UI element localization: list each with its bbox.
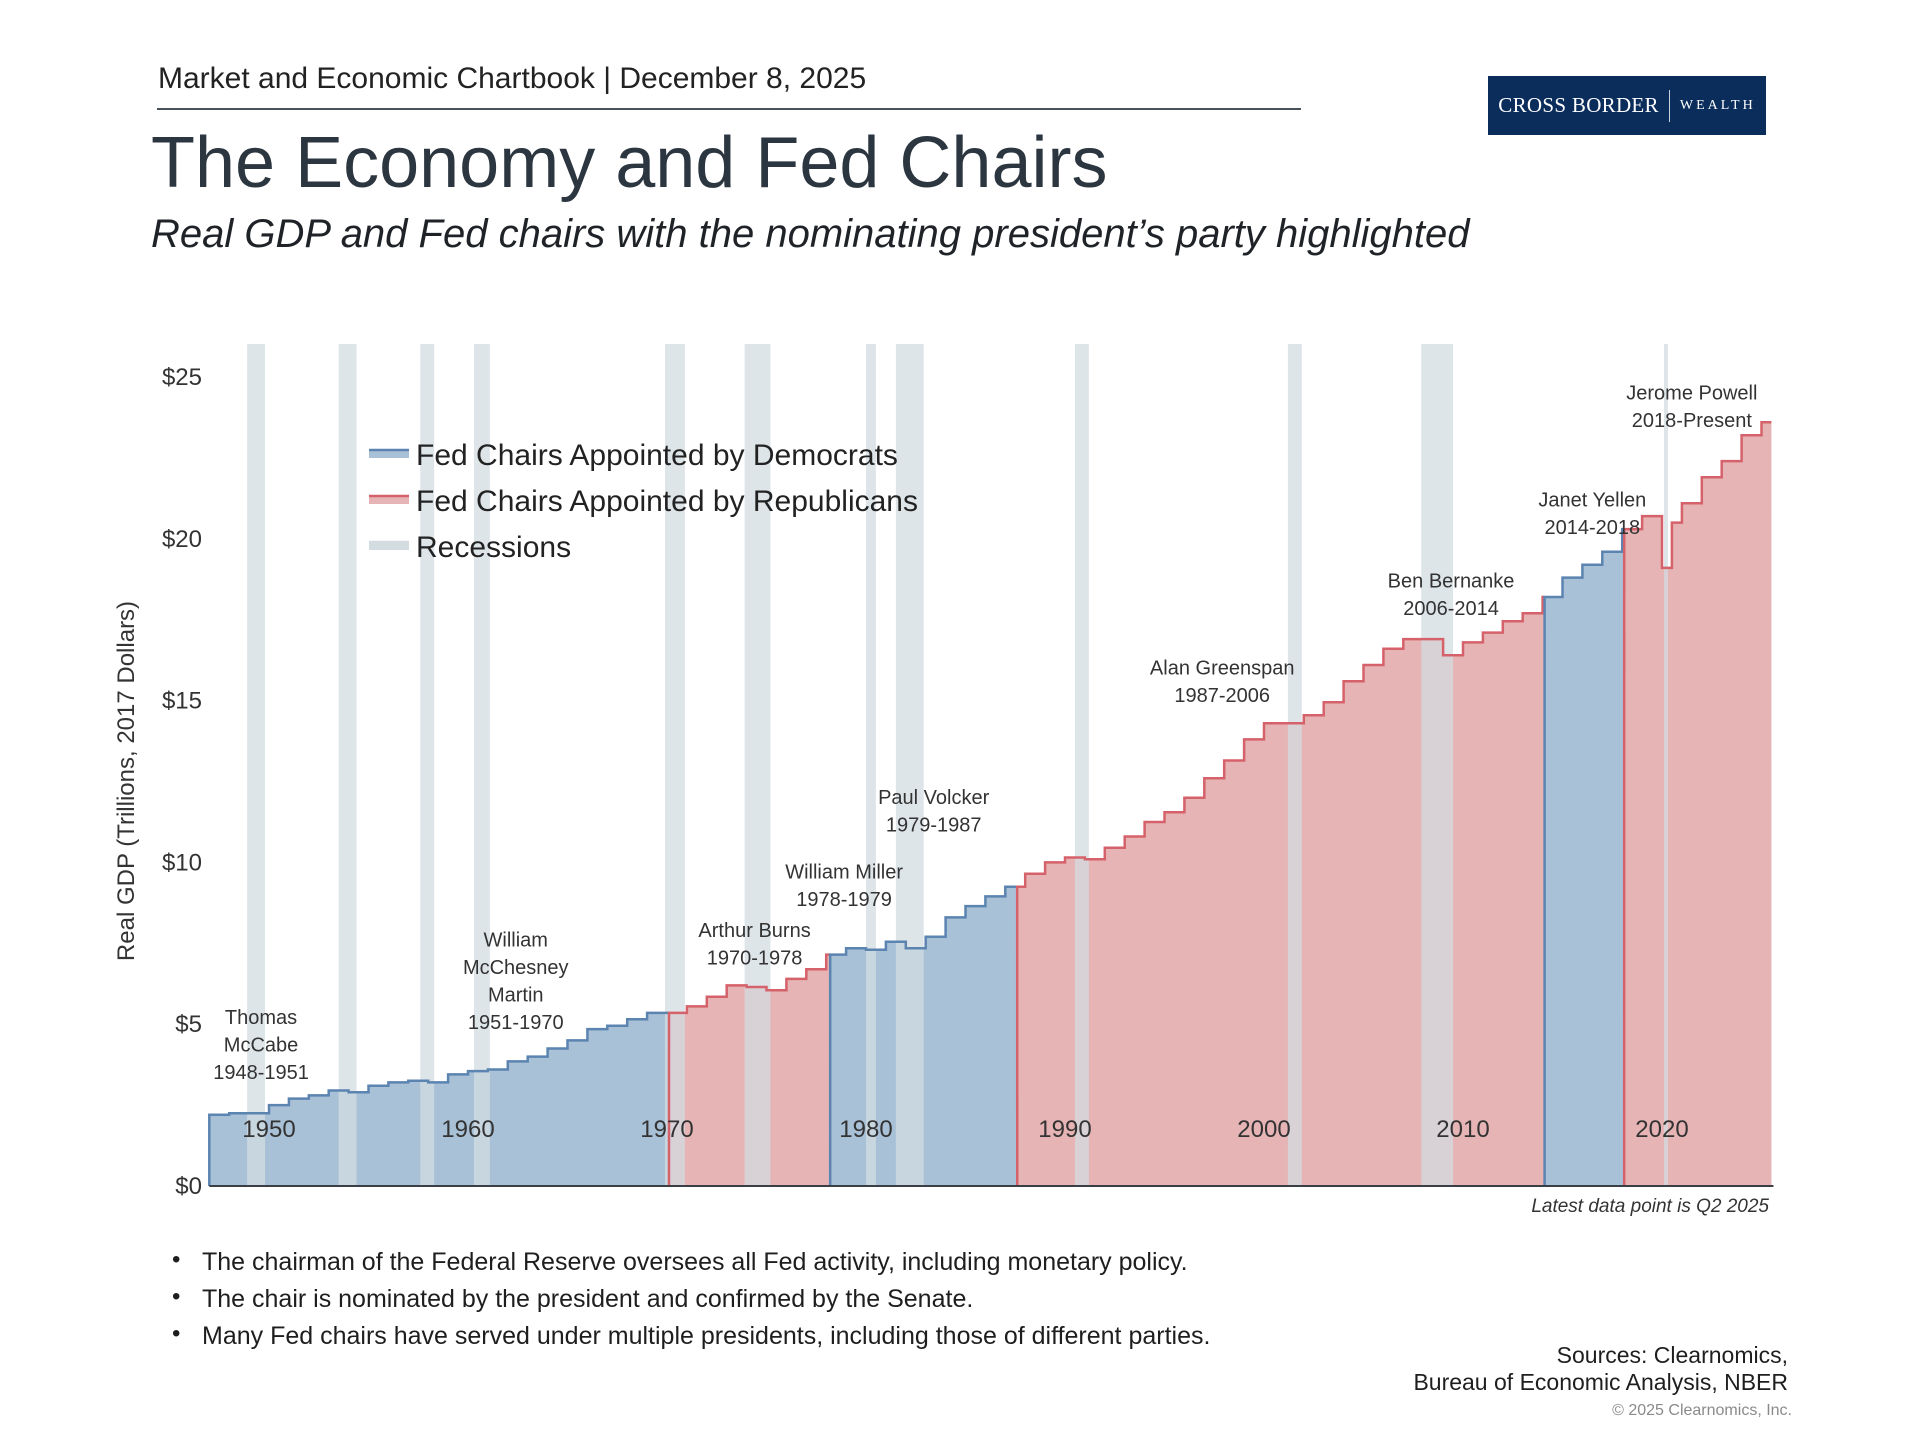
x-tick-label: 2010 xyxy=(1436,1116,1489,1143)
legend-label: Fed Chairs Appointed by Democrats xyxy=(416,439,898,472)
chair-annotation-line: Paul Volcker xyxy=(878,787,990,809)
chair-annotation-line: Ben Bernanke xyxy=(1388,570,1515,592)
chair-annotation-line: 1970-1978 xyxy=(707,947,803,969)
chair-annotation-line: 2006-2014 xyxy=(1403,598,1499,620)
header-divider xyxy=(157,108,1301,110)
logo-text-left: CROSS BORDER xyxy=(1498,93,1659,117)
page-subtitle: Real GDP and Fed chairs with the nominat… xyxy=(151,212,1470,256)
recession-band xyxy=(338,344,357,1186)
chair-annotation-line: 1979-1987 xyxy=(886,815,982,837)
recession-band xyxy=(247,344,266,1186)
chair-annotation-line: Martin xyxy=(488,985,544,1007)
democrat-gdp-line xyxy=(208,1011,669,1186)
recession-legend-swatch xyxy=(369,541,409,550)
sources-line-1: Sources: Clearnomics, xyxy=(1556,1342,1788,1368)
sources: Sources: Clearnomics, Bureau of Economic… xyxy=(1413,1342,1788,1396)
republican-gdp-line xyxy=(1015,595,1545,1187)
x-tick-label: 2000 xyxy=(1237,1116,1290,1143)
democrat-gdp-line xyxy=(1543,527,1625,1187)
recession-band xyxy=(473,344,490,1186)
chair-annotation-line: 2018-Present xyxy=(1632,410,1753,432)
chair-annotation-line: William Miller xyxy=(785,862,903,884)
party-areas xyxy=(209,422,1772,1186)
cross-border-wealth-logo: CROSS BORDER WEALTH xyxy=(1488,76,1766,135)
chair-annotation-line: 1951-1970 xyxy=(468,1012,564,1034)
republican-chair-area xyxy=(1624,422,1772,1186)
latest-data-note: Latest data point is Q2 2025 xyxy=(1531,1196,1769,1217)
x-tick-label: 2020 xyxy=(1635,1116,1688,1143)
republican-chair-area xyxy=(1017,597,1545,1186)
chair-annotation-line: Thomas xyxy=(225,1007,297,1029)
sources-line-2: Bureau of Economic Analysis, NBER xyxy=(1413,1369,1788,1395)
recession-band xyxy=(1421,344,1454,1186)
logo-separator xyxy=(1668,89,1670,122)
bullet-item: Many Fed chairs have served under multip… xyxy=(172,1320,1210,1359)
chair-annotation-line: Alan Greenspan xyxy=(1150,658,1295,680)
chair-annotation-line: 1987-2006 xyxy=(1174,685,1270,707)
y-tick-label: $25 xyxy=(162,364,202,391)
chair-annotation-line: Jerome Powell xyxy=(1626,383,1757,405)
logo-text-right: WEALTH xyxy=(1679,97,1756,113)
recession-band xyxy=(895,344,924,1186)
gdp-lines xyxy=(208,421,1772,1187)
y-tick-label: $20 xyxy=(162,526,202,553)
chair-annotation-line: William xyxy=(484,930,548,952)
chair-annotation-line: 1948-1951 xyxy=(213,1062,309,1084)
recession-band xyxy=(665,344,685,1186)
democrat-gdp-line xyxy=(828,885,1018,1187)
chair-annotation-line: McChesney xyxy=(463,957,569,979)
republican-gdp-line xyxy=(667,953,831,1187)
democrat-legend-swatch xyxy=(369,449,409,458)
recession-band xyxy=(744,344,771,1186)
x-tick-label: 1980 xyxy=(839,1116,892,1143)
democrat-chair-area xyxy=(209,1012,670,1186)
bullet-list: The chairman of the Federal Reserve over… xyxy=(172,1246,1210,1359)
y-tick-label: $5 xyxy=(175,1011,202,1038)
chair-annotation-line: 2014-2018 xyxy=(1545,517,1641,539)
recession-band xyxy=(1074,344,1089,1186)
republican-legend-swatch xyxy=(369,495,409,504)
bullet-item: The chair is nominated by the president … xyxy=(172,1283,1210,1322)
y-tick-label: $15 xyxy=(162,688,202,715)
x-tick-label: 1960 xyxy=(441,1116,494,1143)
chair-annotation-line: 1978-1979 xyxy=(796,889,892,911)
y-tick-label: $10 xyxy=(162,849,202,876)
x-tick-label: 1970 xyxy=(640,1116,693,1143)
legend-label: Recessions xyxy=(416,531,571,564)
y-axis-label: Real GDP (Trillions, 2017 Dollars) xyxy=(113,601,140,961)
copyright: © 2025 Clearnomics, Inc. xyxy=(1612,1402,1792,1419)
bullet-item: The chairman of the Federal Reserve over… xyxy=(172,1246,1210,1285)
recession-band xyxy=(866,344,876,1186)
page-title: The Economy and Fed Chairs xyxy=(151,123,1108,203)
y-tick-labels: $0 $5 $10 $15 $20 $25 xyxy=(162,364,202,1200)
x-tick-label: 1950 xyxy=(242,1116,295,1143)
recession-band xyxy=(1287,344,1302,1186)
legend: Fed Chairs Appointed by Democrats Fed Cha… xyxy=(369,439,918,564)
legend-label: Fed Chairs Appointed by Republicans xyxy=(416,485,918,518)
republican-gdp-line xyxy=(1622,421,1772,1187)
chair-annotation-line: McCabe xyxy=(224,1035,298,1057)
chair-annotations: Thomas McCabe 1948-1951 William McChesney Mar… xyxy=(213,383,1757,1085)
y-tick-label: $0 xyxy=(175,1173,202,1200)
x-tick-labels: 1950 1960 1970 1980 1990 2000 2010 2020 xyxy=(242,1116,1688,1143)
recession-band xyxy=(420,344,435,1186)
recession-band xyxy=(1663,344,1668,1186)
recession-bands xyxy=(247,344,1668,1186)
chair-annotation-line: Arthur Burns xyxy=(698,920,810,942)
chartbook-header: Market and Economic Chartbook | December… xyxy=(158,62,867,95)
chair-annotation-line: Janet Yellen xyxy=(1538,489,1646,511)
democrat-chair-area xyxy=(1544,529,1625,1186)
x-tick-label: 1990 xyxy=(1038,1116,1091,1143)
